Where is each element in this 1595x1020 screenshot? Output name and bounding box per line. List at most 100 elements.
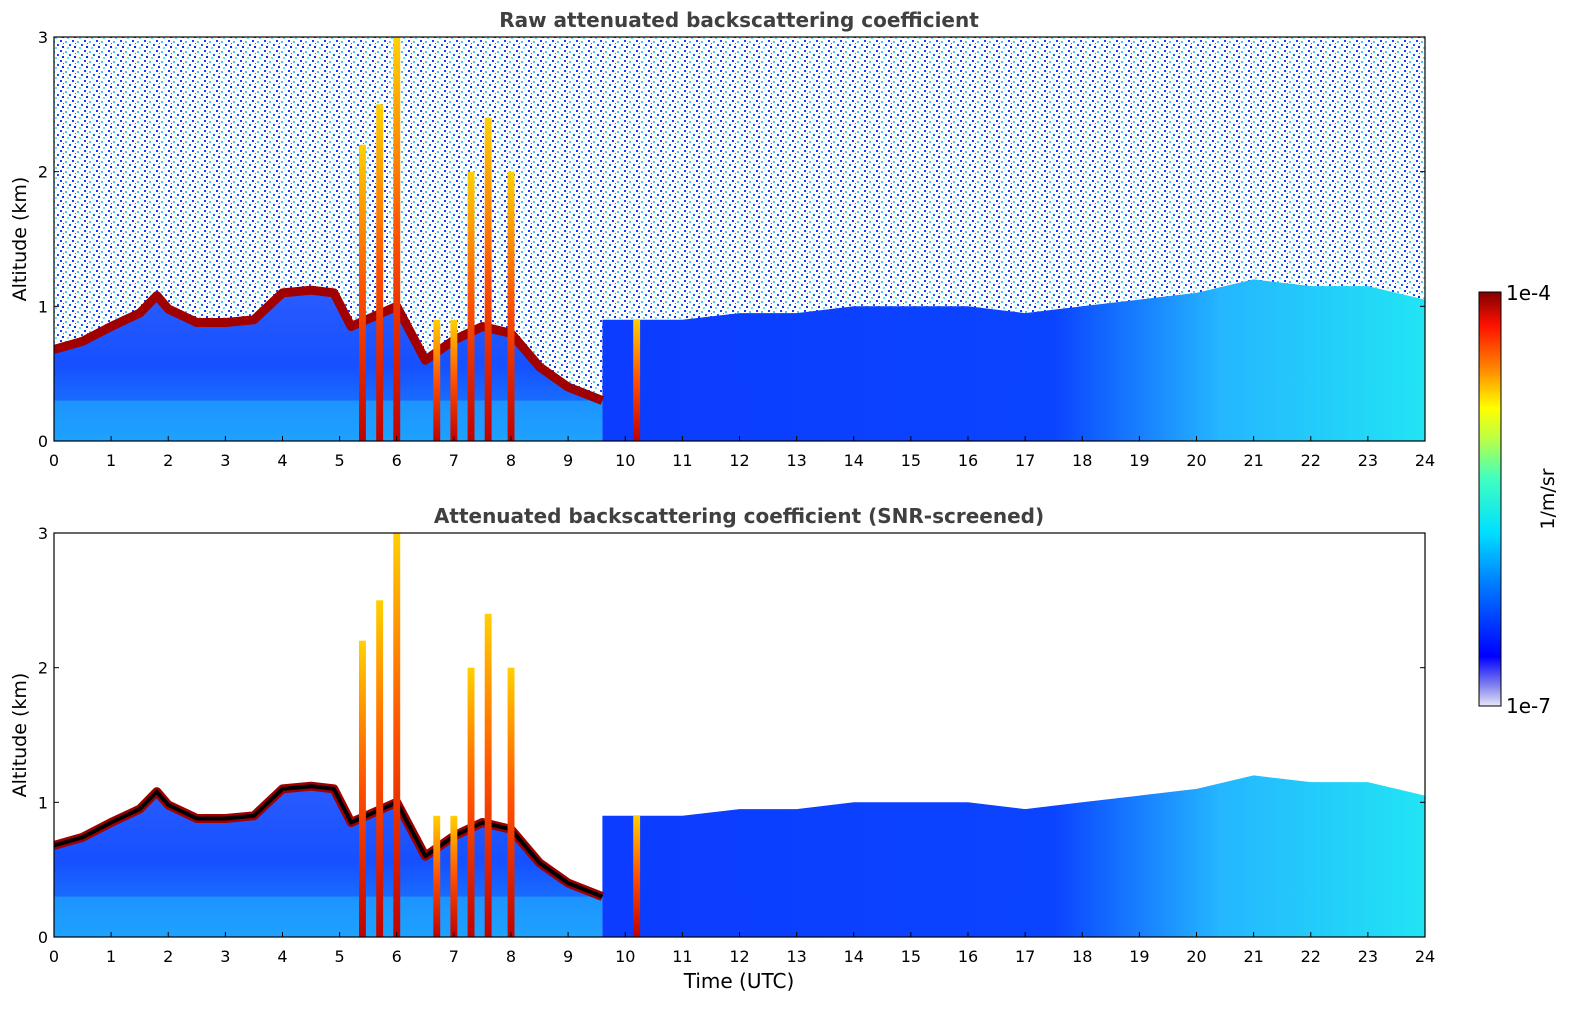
plume [433,815,441,937]
plume [467,171,475,441]
plume [393,37,401,441]
x-tick-label: 7 [449,451,459,470]
x-tick-label: 2 [163,947,173,966]
x-tick-label: 7 [449,947,459,966]
x-tick-label: 20 [1186,451,1206,470]
y-tick-label: 0 [38,928,48,947]
colorbar: 1e-4 1e-7 1/m/sr [1478,281,1559,718]
y-tick-label: 2 [38,163,48,182]
panel-screened: Attenuated backscattering coefficient (S… [9,504,1435,993]
x-tick-label: 4 [277,451,287,470]
y-tick-label: 2 [38,659,48,678]
x-tick-label: 2 [163,451,173,470]
x-tick-label: 9 [563,947,573,966]
x-tick-label: 10 [615,947,635,966]
plume [359,144,366,441]
x-tick-label: 9 [563,451,573,470]
x-tick-label: 12 [729,947,749,966]
plume [450,319,458,441]
x-tick-label: 3 [220,451,230,470]
x-tick-label: 15 [901,451,921,470]
surface-band [54,896,603,937]
boundary-layer [602,775,1425,937]
x-tick-label: 13 [786,451,806,470]
layer-top-line [54,285,605,405]
x-tick-label: 5 [335,451,345,470]
x-tick-label: 1 [106,451,116,470]
x-tick-label: 18 [1072,451,1092,470]
x-tick-label: 15 [901,947,921,966]
plume [484,613,492,937]
x-tick-label: 24 [1415,451,1435,470]
x-tick-label: 6 [392,451,402,470]
panel-title: Attenuated backscattering coefficient (S… [434,504,1044,528]
y-tick-label: 1 [38,793,48,812]
x-tick-label: 13 [786,947,806,966]
x-tick-label: 23 [1358,451,1378,470]
x-tick-label: 12 [729,451,749,470]
plume [376,104,384,441]
x-tick-label: 23 [1358,947,1378,966]
y-tick-label: 0 [38,432,48,451]
heatmap-area [54,533,1425,937]
plume [359,640,366,937]
heatmap-area [54,37,1425,441]
x-tick-label: 8 [506,947,516,966]
surface-band [54,400,603,441]
colorbar-gradient [1478,291,1502,707]
x-axis-label: Time (UTC) [683,969,795,993]
layer-top-line [54,784,604,899]
colorbar-max-label: 1e-4 [1506,281,1551,305]
plume [433,319,441,441]
x-tick-label: 11 [672,947,692,966]
x-tick-label: 22 [1301,451,1321,470]
plume [484,117,492,441]
y-axis: 0 1 2 3 [38,28,1425,451]
x-tick-label: 17 [1015,451,1035,470]
plume [376,600,384,937]
y-axis: 0 1 2 3 [38,524,1425,947]
panel-title: Raw attenuated backscattering coefficien… [499,8,979,32]
y-tick-label: 3 [38,524,48,543]
plume [507,667,515,937]
x-tick-label: 21 [1243,947,1263,966]
boundary-layer [602,279,1425,441]
x-tick-label: 20 [1186,947,1206,966]
x-tick-label: 21 [1243,451,1263,470]
x-tick-label: 17 [1015,947,1035,966]
panel-raw: Raw attenuated backscattering coefficien… [9,8,1435,470]
plume [507,171,515,441]
x-tick-label: 18 [1072,947,1092,966]
x-axis: 0 1 2 3 4 5 6 7 8 9 10 11 12 13 14 15 16 17 18 19 20 21 22 23 24 [49,436,1435,470]
plume [633,815,641,937]
x-tick-label: 19 [1129,947,1149,966]
x-tick-label: 3 [220,947,230,966]
y-axis-label: Altitude (km) [9,673,31,798]
x-tick-label: 10 [615,451,635,470]
x-tick-label: 0 [49,947,59,966]
x-tick-label: 14 [844,947,864,966]
x-tick-label: 24 [1415,947,1435,966]
y-axis-label: Altitude (km) [9,177,31,302]
x-tick-label: 19 [1129,451,1149,470]
plume [393,533,401,937]
x-tick-label: 16 [958,451,978,470]
colorbar-unit-label: 1/m/sr [1537,468,1559,529]
x-tick-label: 5 [335,947,345,966]
x-tick-label: 4 [277,947,287,966]
x-tick-label: 11 [672,451,692,470]
x-tick-label: 22 [1301,947,1321,966]
y-tick-label: 1 [38,297,48,316]
x-axis: 0 1 2 3 4 5 6 7 8 9 10 11 12 13 14 15 16 17 18 19 20 21 22 23 24 [49,932,1435,966]
x-tick-label: 1 [106,947,116,966]
x-tick-label: 0 [49,451,59,470]
x-tick-label: 8 [506,451,516,470]
x-tick-label: 16 [958,947,978,966]
x-tick-label: 6 [392,947,402,966]
colorbar-min-label: 1e-7 [1506,694,1551,718]
x-tick-label: 14 [844,451,864,470]
plume [467,667,475,937]
y-tick-label: 3 [38,28,48,47]
plume [450,815,458,937]
